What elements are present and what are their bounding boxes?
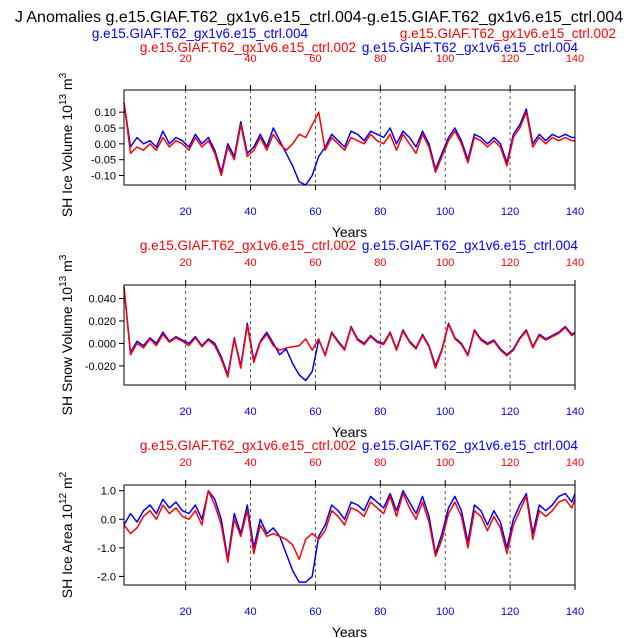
x-tick-label: 20: [180, 206, 192, 218]
x-tick-label-top: 60: [309, 457, 321, 469]
x-axis-label: Years: [332, 624, 367, 638]
x-tick-label: 100: [436, 206, 454, 218]
series-label-blue: g.e15.GIAF.T62_gx1v6.e15_ctrl.004: [362, 438, 579, 453]
y-tick-label: -0.10: [91, 171, 116, 183]
y-tick-label: 0.020: [88, 316, 116, 328]
y-axis-label: SH Ice Volume 1013 m3: [58, 72, 75, 217]
y-tick-label: 0.10: [95, 107, 116, 119]
x-tick-label: 120: [501, 406, 519, 418]
x-axis-label: Years: [332, 424, 367, 440]
series-line-blue: [123, 102, 575, 186]
plot-frame: [123, 484, 576, 586]
x-tick-label-top: 140: [566, 457, 584, 469]
x-tick-label-top: 60: [309, 257, 321, 269]
x-tick-label: 20: [180, 406, 192, 418]
x-tick-label-top: 100: [436, 257, 454, 269]
y-tick-label: -1.0: [97, 543, 116, 555]
y-axis-label: SH Ice Area 1012 m2: [58, 471, 75, 598]
figure-title: J Anomalies g.e15.GIAF.T62_gx1v6.e15_ctr…: [15, 9, 623, 26]
x-tick-label: 40: [244, 406, 256, 418]
x-tick-label: 60: [309, 606, 321, 618]
series-line-red: [123, 489, 576, 563]
x-tick-label: 80: [374, 206, 386, 218]
x-tick-label: 140: [566, 606, 584, 618]
x-tick-label: 80: [374, 606, 386, 618]
x-tick-label-top: 60: [309, 53, 321, 65]
x-tick-label: 120: [501, 206, 519, 218]
panel-3: -2.0 -1.0 0.0 1.0 20 20 40 40 60 60 80 80 100 100 120 1…: [58, 438, 584, 638]
plot-frame: [123, 284, 576, 386]
series-label-blue-right: g.e15.GIAF.T62_gx1v6.e15_ctrl.004: [362, 40, 579, 55]
y-tick-label: 0.0: [101, 514, 116, 526]
x-tick-label: 140: [566, 406, 584, 418]
panel-2: -0.020 0.000 0.020 0.040 20 20 40 40 60 60 80 80 100…: [58, 238, 584, 440]
y-tick-label: -2.0: [97, 571, 116, 583]
x-tick-label: 100: [436, 406, 454, 418]
series-label-red: g.e15.GIAF.T62_gx1v6.e15_ctrl.002: [140, 438, 356, 453]
y-tick-label: 0.000: [88, 338, 116, 350]
series-line-blue: [123, 489, 576, 583]
x-tick-label-top: 20: [180, 457, 192, 469]
x-tick-label: 100: [436, 606, 454, 618]
panel-1: -0.10 -0.05 0.00 0.05 0.10 20 20 40 40 60 60 80 80 10…: [58, 26, 616, 240]
x-tick-label: 80: [374, 406, 386, 418]
x-tick-label-top: 120: [501, 457, 519, 469]
x-tick-label: 40: [244, 206, 256, 218]
y-tick-label: 0.05: [95, 123, 116, 135]
y-tick-label: -0.020: [85, 361, 116, 373]
series-label-red-right: g.e15.GIAF.T62_gx1v6.e15_ctrl.002: [400, 26, 616, 41]
x-tick-label-top: 140: [566, 257, 584, 269]
y-tick-label: 1.0: [101, 486, 116, 498]
y-tick-label: 0.00: [95, 139, 116, 151]
y-tick-label: 0.040: [88, 293, 116, 305]
x-tick-label-top: 40: [244, 257, 256, 269]
x-tick-label-top: 80: [374, 457, 386, 469]
series-label-red: g.e15.GIAF.T62_gx1v6.e15_ctrl.002: [140, 238, 356, 253]
x-tick-label-top: 100: [436, 457, 454, 469]
x-tick-label: 60: [309, 406, 321, 418]
series-line-red: [123, 102, 575, 177]
x-tick-label: 20: [180, 606, 192, 618]
y-tick-label: -0.05: [91, 155, 116, 167]
x-tick-label: 40: [244, 606, 256, 618]
series-label-red: g.e15.GIAF.T62_gx1v6.e15_ctrl.002: [140, 40, 356, 55]
plot-frame: [123, 89, 576, 186]
series-label-blue: g.e15.GIAF.T62_gx1v6.e15_ctrl.004: [362, 238, 579, 253]
x-axis-label: Years: [332, 224, 367, 240]
series-label-blue: g.e15.GIAF.T62_gx1v6.e15_ctrl.004: [92, 26, 309, 41]
x-tick-label: 60: [309, 206, 321, 218]
x-tick-label-top: 120: [501, 53, 519, 65]
x-tick-label-top: 40: [244, 457, 256, 469]
x-tick-label-top: 80: [374, 53, 386, 65]
x-tick-label-top: 40: [244, 53, 256, 65]
series-line-red: [123, 287, 576, 378]
y-axis-label: SH Snow Volume 1013 m3: [58, 254, 75, 415]
x-tick-label-top: 120: [501, 257, 519, 269]
x-tick-label: 140: [566, 206, 584, 218]
x-tick-label-top: 100: [436, 53, 454, 65]
x-tick-label-top: 20: [180, 257, 192, 269]
x-tick-label-top: 20: [180, 53, 192, 65]
x-tick-label-top: 80: [374, 257, 386, 269]
x-tick-label-top: 140: [566, 53, 584, 65]
x-tick-label: 120: [501, 606, 519, 618]
